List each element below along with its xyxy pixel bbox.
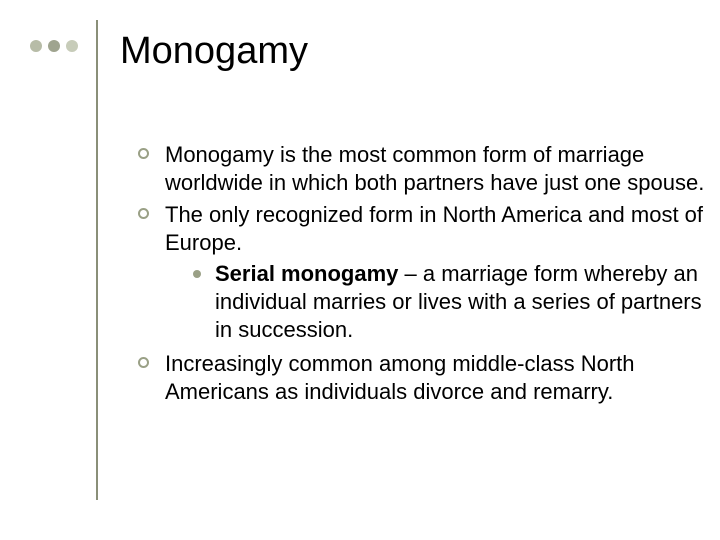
vertical-rule [96, 20, 98, 500]
sub-list-item: Serial monogamy – a marriage form whereb… [193, 260, 720, 344]
sub-item-text: Serial monogamy – a marriage form whereb… [215, 260, 720, 344]
list-item-text: Monogamy is the most common form of marr… [165, 141, 720, 197]
dot-icon [48, 40, 60, 52]
list-item-text: Increasingly common among middle-class N… [165, 350, 720, 406]
slide: Monogamy Monogamy is the most common for… [0, 0, 720, 540]
content-wrap: Monogamy Monogamy is the most common for… [30, 26, 720, 500]
list-item: The only recognized form in North Americ… [138, 201, 720, 346]
left-column [30, 26, 120, 500]
list-item: Increasingly common among middle-class N… [138, 350, 720, 406]
disc-bullet-icon [193, 270, 201, 278]
main-column: Monogamy Monogamy is the most common for… [120, 26, 720, 500]
ring-bullet-icon [138, 148, 149, 159]
list-item: Monogamy is the most common form of marr… [138, 141, 720, 197]
list-item-line: The only recognized form in North Americ… [165, 202, 703, 255]
sub-item-bold: Serial monogamy [215, 261, 398, 286]
decorative-dots [30, 40, 78, 52]
page-title: Monogamy [120, 30, 720, 73]
dot-icon [66, 40, 78, 52]
ring-bullet-icon [138, 357, 149, 368]
body-content: Monogamy is the most common form of marr… [120, 73, 720, 406]
dot-icon [30, 40, 42, 52]
list-item-text: The only recognized form in North Americ… [165, 201, 720, 346]
ring-bullet-icon [138, 208, 149, 219]
